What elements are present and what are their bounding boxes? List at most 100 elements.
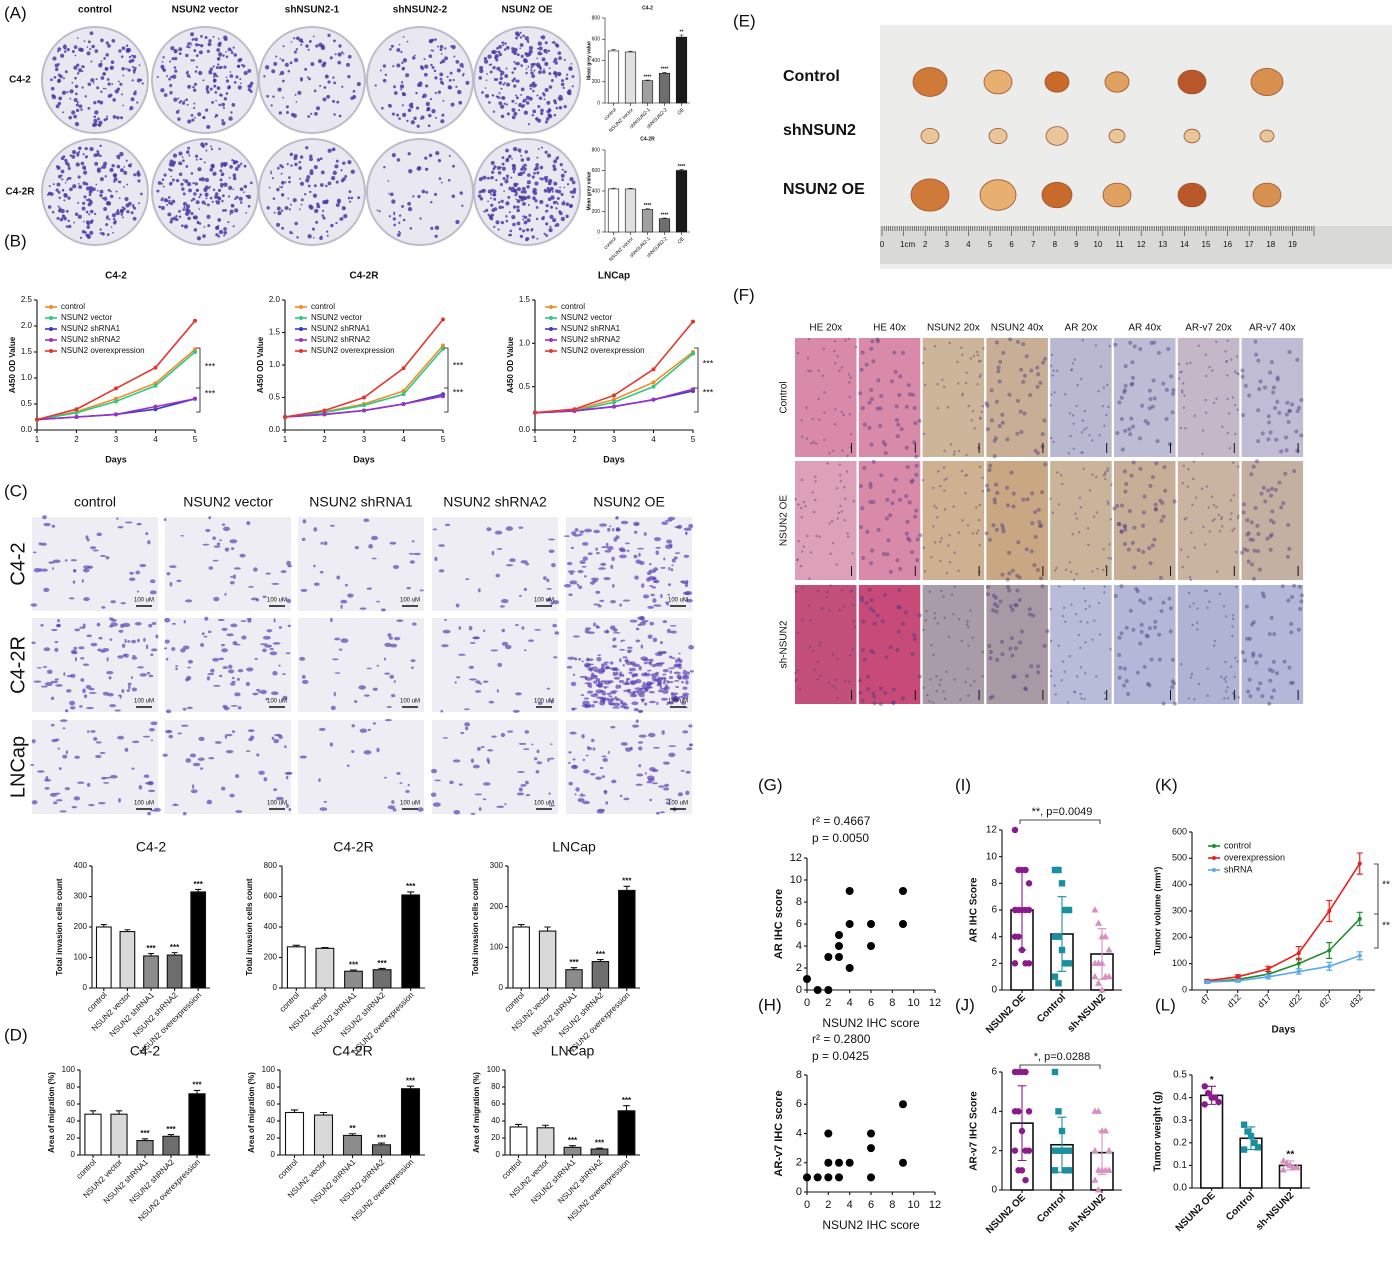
colony xyxy=(92,82,95,84)
colony xyxy=(99,232,102,235)
nucleus xyxy=(1122,542,1127,547)
nucleus xyxy=(1156,350,1161,355)
nucleus xyxy=(1024,547,1029,552)
cell xyxy=(441,644,449,648)
nucleus xyxy=(952,453,956,456)
colony xyxy=(223,65,227,69)
colony xyxy=(560,173,565,178)
nucleus xyxy=(1050,364,1053,368)
colony xyxy=(398,221,401,224)
colony xyxy=(545,209,548,213)
colony xyxy=(99,189,104,194)
colony xyxy=(192,197,196,201)
colony xyxy=(511,115,516,120)
colony xyxy=(334,164,339,169)
colony xyxy=(133,71,136,74)
colony xyxy=(99,154,102,158)
y-tick-label: 0 xyxy=(796,984,802,996)
colony xyxy=(123,170,128,175)
colony xyxy=(545,234,549,237)
colony xyxy=(90,78,95,83)
cell xyxy=(682,671,691,676)
cell xyxy=(607,527,611,532)
cell xyxy=(372,687,378,691)
point xyxy=(1254,1144,1262,1151)
cell xyxy=(584,528,593,533)
cell xyxy=(682,686,688,690)
colony xyxy=(95,78,98,81)
colony xyxy=(234,197,237,201)
cell xyxy=(595,590,601,594)
cell xyxy=(593,529,601,534)
cell xyxy=(363,694,370,697)
cell xyxy=(287,624,291,628)
colony xyxy=(520,54,524,58)
nucleus xyxy=(1148,596,1153,601)
nucleus xyxy=(1072,422,1076,425)
cell xyxy=(641,690,646,695)
nucleus xyxy=(1070,603,1073,606)
significance: *** xyxy=(568,1136,578,1145)
colony xyxy=(67,162,70,165)
tumor xyxy=(1044,71,1070,93)
nucleus xyxy=(858,690,863,695)
legend-label: NSUN2 shRNA1 xyxy=(311,324,371,333)
nucleus xyxy=(1153,507,1158,512)
colony xyxy=(207,224,211,228)
colony xyxy=(203,226,206,228)
line xyxy=(36,348,196,421)
colony xyxy=(273,211,276,214)
colony xyxy=(543,232,546,236)
colony xyxy=(325,199,329,203)
y-tick-label: 10 xyxy=(986,851,998,862)
cell xyxy=(128,685,131,690)
cell xyxy=(444,523,451,527)
cell xyxy=(578,533,583,536)
colony xyxy=(308,204,313,209)
cell xyxy=(582,758,586,762)
nucleus xyxy=(1240,650,1245,655)
ruler-number: 9 xyxy=(1074,240,1079,249)
cell xyxy=(239,553,246,558)
cell xyxy=(672,696,681,701)
cell xyxy=(149,590,157,595)
nucleus xyxy=(953,551,956,554)
colony xyxy=(217,196,222,201)
colony xyxy=(498,101,503,106)
error-bar xyxy=(141,1138,149,1141)
nucleus xyxy=(828,452,831,455)
nucleus xyxy=(1074,512,1077,516)
colony xyxy=(511,99,515,103)
cell xyxy=(64,709,69,713)
cell xyxy=(482,782,491,786)
cell xyxy=(330,705,336,711)
nucleus xyxy=(1260,591,1265,596)
colony xyxy=(293,58,299,63)
colony xyxy=(520,154,523,157)
nucleus xyxy=(1190,672,1194,676)
colony xyxy=(178,215,182,219)
cell xyxy=(619,794,623,797)
colony xyxy=(300,43,303,46)
colony xyxy=(217,188,222,193)
nucleus xyxy=(942,690,945,693)
nucleus xyxy=(1129,416,1134,421)
nucleus xyxy=(1195,621,1199,624)
colony xyxy=(172,153,178,158)
colony xyxy=(440,53,443,55)
nucleus xyxy=(1035,365,1040,370)
nucleus xyxy=(976,383,979,386)
colony xyxy=(430,226,434,230)
tumor xyxy=(1250,68,1284,97)
colony xyxy=(118,157,121,160)
colony xyxy=(543,98,546,101)
point xyxy=(1055,933,1062,940)
cell xyxy=(583,697,590,700)
nucleus xyxy=(819,674,822,678)
cell xyxy=(101,606,106,609)
cell xyxy=(440,710,444,713)
cell xyxy=(213,545,221,548)
colony xyxy=(217,86,220,89)
cell xyxy=(649,658,654,662)
colony xyxy=(553,71,558,76)
